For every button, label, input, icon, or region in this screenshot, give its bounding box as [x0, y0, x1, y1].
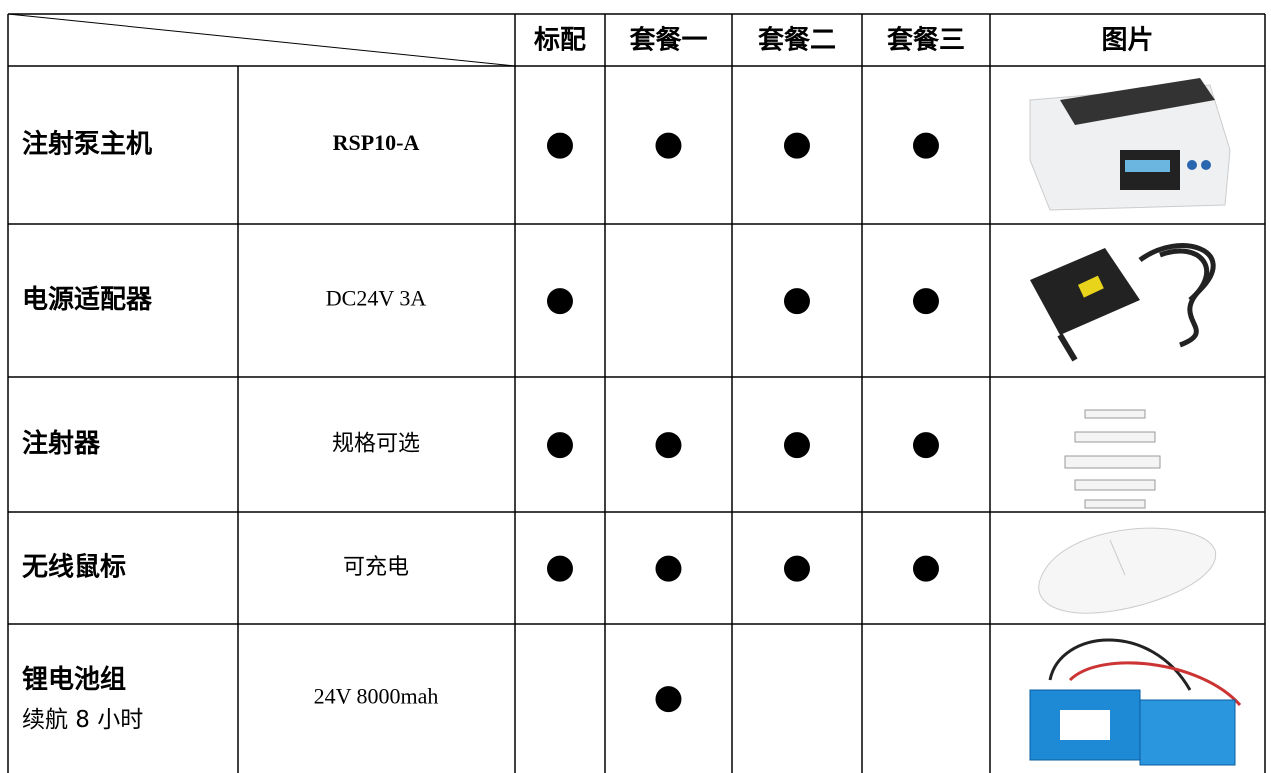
included-mark: ● [911, 124, 941, 164]
mouse-picture [1038, 527, 1217, 614]
header-cell: 图片 [1101, 26, 1153, 56]
item-name: 注射器 [22, 428, 101, 459]
included-mark: ● [545, 423, 575, 463]
included-mark: ● [654, 124, 684, 164]
included-mark: ● [782, 423, 812, 463]
item-spec: DC24V 3A [326, 286, 427, 311]
pump-picture [1029, 78, 1231, 211]
included-mark: ● [782, 279, 812, 319]
item-spec: RSP10-A [333, 130, 420, 155]
pictures [1029, 78, 1242, 766]
included-mark: ● [911, 547, 941, 587]
included-mark: ● [782, 124, 812, 164]
grid [7, 13, 1266, 773]
included-mark: ● [911, 279, 941, 319]
included-mark: ● [782, 547, 812, 587]
header-cell: 套餐三 [887, 26, 965, 56]
header-cell: 套餐二 [758, 26, 836, 56]
item-name: 锂电池组 [22, 664, 126, 695]
battery-picture [1029, 638, 1242, 766]
included-mark: ● [654, 423, 684, 463]
included-mark: ● [654, 677, 684, 717]
adapter-picture [1030, 243, 1216, 362]
item-name: 注射泵主机 [22, 129, 152, 160]
header-cell: 套餐一 [629, 26, 707, 56]
item-name: 电源适配器 [22, 285, 153, 315]
included-mark: ● [545, 124, 575, 164]
item-note: 续航 8 小时 [22, 707, 143, 733]
item-name: 无线鼠标 [22, 553, 126, 583]
syringes-picture [1064, 409, 1161, 509]
item-spec: 24V 8000mah [314, 684, 439, 709]
included-mark: ● [545, 279, 575, 319]
included-mark: ● [654, 547, 684, 587]
item-spec: 规格可选 [332, 432, 420, 457]
header-cell: 标配 [534, 26, 586, 56]
item-spec: 可充电 [343, 555, 409, 580]
included-mark: ● [545, 547, 575, 587]
included-mark: ● [911, 423, 941, 463]
